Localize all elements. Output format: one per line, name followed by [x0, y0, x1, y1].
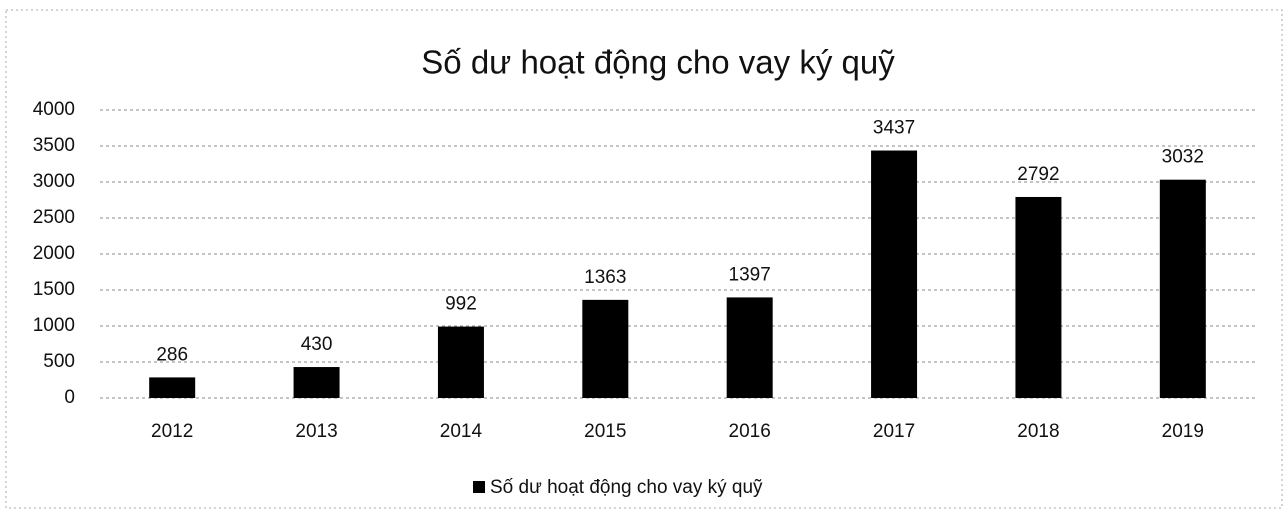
chart-title: Số dư hoạt động cho vay ký quỹ [421, 44, 895, 81]
data-label: 3437 [873, 118, 915, 139]
data-label: 1397 [729, 264, 771, 285]
bar [293, 367, 340, 398]
chart-frame [5, 9, 1283, 509]
x-tick-label: 2015 [584, 421, 626, 442]
data-label: 992 [445, 294, 477, 315]
y-tick-label: 1500 [33, 279, 75, 300]
legend-label: Số dư hoạt động cho vay ký quỹ [490, 477, 763, 498]
bar [149, 377, 196, 398]
data-label: 2792 [1017, 164, 1059, 185]
legend-swatch [473, 481, 485, 493]
bar [437, 326, 484, 398]
y-tick-label: 2000 [33, 243, 75, 264]
y-tick-label: 1000 [33, 315, 75, 336]
y-tick-label: 500 [43, 351, 75, 372]
x-tick-label: 2012 [151, 421, 193, 442]
y-tick-label: 3500 [33, 135, 75, 156]
y-tick-label: 3000 [33, 171, 75, 192]
data-label: 286 [156, 344, 188, 365]
x-tick-label: 2014 [440, 421, 483, 442]
bar [1159, 179, 1206, 398]
y-tick-label: 0 [64, 387, 75, 408]
bar [1015, 196, 1062, 398]
x-tick-label: 2017 [873, 421, 915, 442]
x-tick-label: 2016 [729, 421, 771, 442]
x-tick-label: 2019 [1162, 421, 1204, 442]
x-tick-label: 2013 [295, 421, 337, 442]
y-tick-label: 2500 [33, 207, 75, 228]
data-label: 1363 [584, 267, 626, 288]
data-label: 430 [301, 334, 333, 355]
bar [582, 299, 629, 398]
y-tick-label: 4000 [33, 99, 75, 120]
data-label: 3032 [1162, 147, 1204, 168]
bar [726, 297, 773, 398]
x-tick-label: 2018 [1017, 421, 1059, 442]
bar [871, 150, 918, 398]
